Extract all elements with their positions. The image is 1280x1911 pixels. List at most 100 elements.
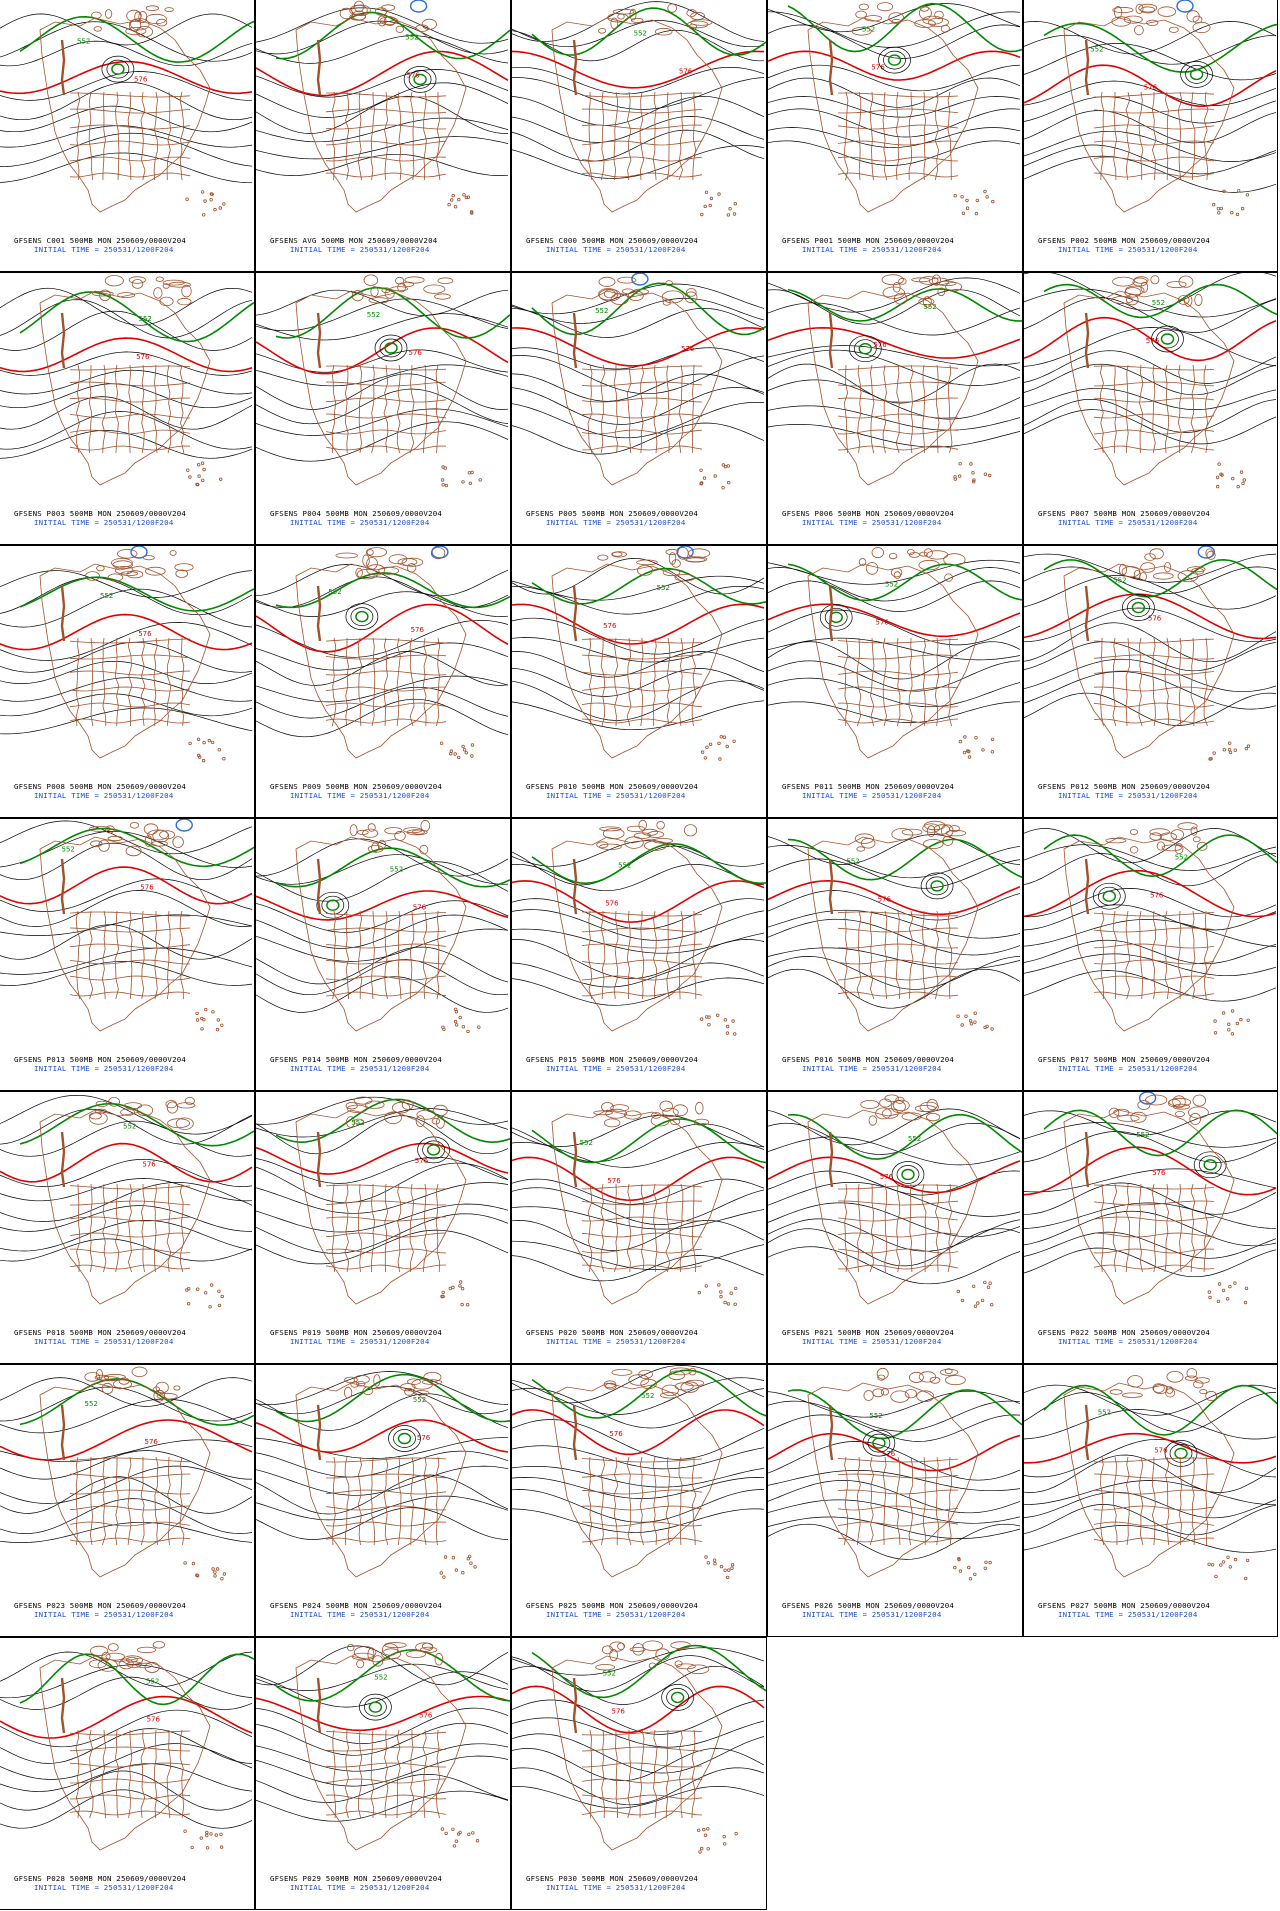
island-dot bbox=[467, 471, 472, 475]
island-dot bbox=[722, 735, 727, 739]
island-shape bbox=[928, 277, 950, 286]
border-line bbox=[581, 1778, 703, 1784]
island-dot bbox=[723, 464, 728, 469]
island-shape bbox=[1174, 843, 1184, 855]
border-line bbox=[922, 364, 926, 454]
border-line bbox=[837, 991, 959, 997]
border-line bbox=[166, 91, 171, 181]
island-dot bbox=[457, 197, 461, 202]
island-dot bbox=[218, 477, 223, 481]
panel-title: GFSENS P005 500MB MON 250609/0000V204 bbox=[526, 509, 699, 518]
border-line bbox=[397, 1456, 402, 1546]
border-line bbox=[325, 413, 447, 419]
border-line bbox=[180, 637, 185, 727]
island-shape bbox=[84, 1372, 101, 1382]
island-shape bbox=[918, 297, 935, 306]
mountain-mark bbox=[572, 858, 578, 915]
closed-low-contour bbox=[858, 342, 873, 355]
island-shape bbox=[118, 1377, 130, 1385]
contour-552-label: 552 bbox=[634, 30, 647, 38]
border-line bbox=[1190, 1183, 1196, 1273]
border-line bbox=[89, 1183, 93, 1273]
contour-line bbox=[0, 1465, 253, 1504]
island-shape bbox=[156, 1392, 178, 1400]
geography-layer bbox=[39, 1096, 224, 1309]
border-line bbox=[384, 1183, 389, 1273]
border-line bbox=[140, 91, 146, 181]
border-line bbox=[325, 1794, 447, 1800]
island-shape bbox=[662, 1107, 679, 1118]
ensemble-panel-p016: 576 552 GFSENS P016 500MB MON 250609/0000V… bbox=[767, 818, 1023, 1091]
contour-line bbox=[1024, 1504, 1277, 1536]
contour-line bbox=[512, 373, 765, 402]
contour-552-line bbox=[19, 827, 254, 868]
contour-576-label: 576 bbox=[607, 1177, 621, 1185]
border-line bbox=[613, 91, 619, 181]
island-shape bbox=[609, 1649, 618, 1662]
island-shape bbox=[603, 289, 616, 299]
island-dot bbox=[440, 1294, 444, 1299]
contour-552-label: 552 bbox=[85, 1400, 98, 1408]
ensemble-panel-p013: 576 552 GFSENS P013 500MB MON 250609/0000V… bbox=[0, 818, 255, 1091]
island-shape bbox=[1187, 1106, 1209, 1119]
island-dot bbox=[477, 1025, 481, 1029]
contour-line bbox=[256, 1371, 509, 1405]
island-shape bbox=[611, 551, 627, 558]
island-shape bbox=[1129, 829, 1138, 835]
island-dot bbox=[704, 1555, 708, 1559]
contour-line bbox=[1024, 1438, 1277, 1478]
geography-layer bbox=[551, 3, 737, 217]
island-dot bbox=[216, 1018, 220, 1022]
island-dot bbox=[717, 1283, 721, 1287]
border-line bbox=[626, 1456, 632, 1546]
geography-layer bbox=[39, 275, 223, 487]
island-dot bbox=[197, 755, 202, 759]
mountain-mark bbox=[60, 312, 66, 369]
contour-552-line bbox=[1043, 1109, 1277, 1157]
island-dot bbox=[962, 750, 967, 755]
closed-low-contour bbox=[930, 880, 944, 892]
border-line bbox=[69, 124, 191, 130]
contour-line bbox=[256, 1115, 509, 1155]
geography-layer bbox=[807, 820, 994, 1032]
contour-576-line bbox=[0, 613, 253, 651]
island-dot bbox=[732, 739, 736, 743]
island-dot bbox=[972, 478, 976, 482]
border-line bbox=[837, 638, 959, 644]
contour-line bbox=[256, 928, 509, 962]
ensemble-panel-p011: 576 552 GFSENS P011 500MB MON 250609/0000V… bbox=[767, 545, 1023, 818]
island-shape bbox=[1177, 570, 1199, 583]
contour-552-line bbox=[1043, 834, 1277, 878]
island-dot bbox=[985, 195, 989, 199]
contour-552-line bbox=[787, 563, 1022, 602]
border-line bbox=[383, 364, 389, 454]
panel-title: GFSENS P022 500MB MON 250609/0000V204 bbox=[1038, 1328, 1211, 1337]
island-dot bbox=[439, 1571, 443, 1575]
island-dot bbox=[1246, 1018, 1250, 1022]
contour-line bbox=[1024, 566, 1277, 595]
contour-line bbox=[256, 1450, 509, 1478]
island-shape bbox=[1137, 1100, 1151, 1110]
border-line bbox=[436, 910, 440, 1000]
island-shape bbox=[668, 552, 677, 565]
panel-initial-time: INITIAL TIME = 250531/1200F204 bbox=[290, 791, 430, 800]
border-line bbox=[1190, 91, 1196, 181]
ensemble-panel-p018: 576 552 GFSENS P018 500MB MON 250609/0000V… bbox=[0, 1091, 255, 1364]
contour-line bbox=[512, 116, 765, 143]
island-shape bbox=[176, 1102, 196, 1109]
island-dot bbox=[717, 741, 721, 746]
coastline-outline bbox=[551, 17, 723, 213]
border-line bbox=[857, 91, 862, 181]
ensemble-panel-p002: 576 552 GFSENS P002 500MB MON 250609/0000V… bbox=[1023, 0, 1278, 272]
island-shape bbox=[152, 829, 170, 843]
contour-576-label: 576 bbox=[871, 64, 885, 72]
contour-line bbox=[768, 3, 1021, 33]
island-shape bbox=[1111, 16, 1131, 27]
contour-line bbox=[256, 1108, 509, 1138]
